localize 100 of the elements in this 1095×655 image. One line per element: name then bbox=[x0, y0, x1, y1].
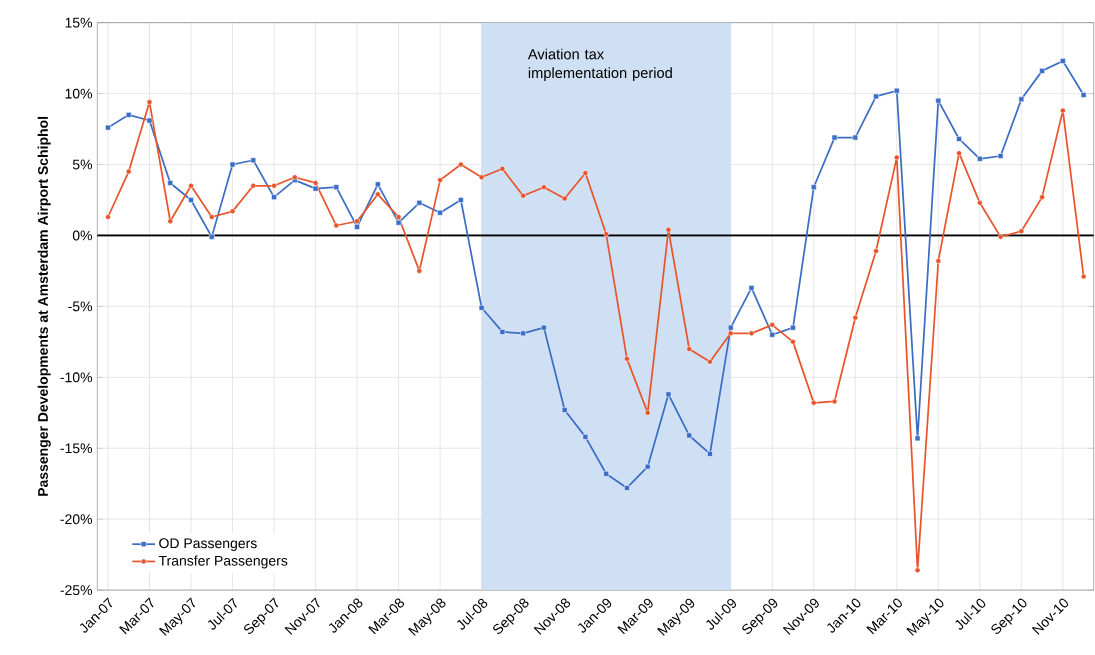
point bbox=[852, 314, 859, 321]
point bbox=[1060, 107, 1066, 114]
point bbox=[727, 324, 734, 331]
point bbox=[478, 174, 485, 180]
point bbox=[914, 435, 921, 441]
point bbox=[1039, 67, 1045, 74]
point bbox=[831, 134, 838, 141]
point bbox=[707, 358, 713, 365]
point bbox=[852, 134, 859, 141]
y-tick-label: 0% bbox=[72, 230, 93, 241]
point bbox=[312, 179, 319, 186]
point bbox=[208, 233, 215, 240]
point bbox=[561, 195, 568, 202]
y-tick-label: 5% bbox=[72, 159, 93, 170]
point bbox=[520, 330, 526, 336]
point bbox=[603, 231, 609, 237]
point bbox=[146, 117, 153, 124]
y-tick-label: 15% bbox=[65, 17, 93, 28]
point bbox=[125, 111, 132, 118]
point bbox=[914, 567, 921, 573]
point bbox=[375, 181, 381, 187]
point bbox=[956, 150, 962, 156]
point bbox=[229, 161, 236, 168]
point bbox=[624, 355, 630, 362]
point bbox=[416, 267, 423, 274]
legend-label: Transfer Passengers bbox=[158, 555, 288, 569]
point bbox=[810, 184, 817, 190]
point bbox=[997, 233, 1004, 240]
point bbox=[582, 433, 589, 440]
point bbox=[458, 161, 464, 168]
point bbox=[105, 124, 111, 131]
point bbox=[977, 199, 983, 206]
y-tick-label: -15% bbox=[60, 443, 93, 453]
point bbox=[354, 223, 360, 230]
point bbox=[644, 409, 651, 416]
point bbox=[312, 185, 319, 192]
point bbox=[831, 398, 838, 405]
point bbox=[1039, 194, 1045, 200]
point bbox=[395, 214, 402, 220]
point bbox=[582, 170, 589, 176]
point bbox=[665, 391, 672, 397]
point bbox=[935, 97, 942, 104]
point bbox=[810, 399, 817, 406]
point bbox=[499, 328, 506, 335]
y-tick-label: -25% bbox=[60, 584, 93, 595]
point bbox=[769, 321, 776, 328]
point bbox=[686, 345, 693, 352]
point bbox=[499, 165, 506, 172]
point bbox=[375, 191, 381, 197]
point bbox=[478, 304, 485, 311]
point bbox=[769, 331, 776, 338]
point bbox=[188, 196, 194, 203]
y-tick-label: -20% bbox=[60, 514, 93, 524]
point bbox=[997, 153, 1004, 159]
point bbox=[686, 432, 693, 439]
point bbox=[935, 257, 942, 264]
point bbox=[271, 194, 277, 200]
y-tick-label: -10% bbox=[60, 372, 93, 383]
point bbox=[395, 219, 402, 226]
point bbox=[644, 463, 651, 470]
point bbox=[250, 182, 257, 189]
point bbox=[271, 182, 277, 189]
point bbox=[624, 484, 630, 491]
point bbox=[188, 182, 194, 189]
point bbox=[167, 218, 174, 224]
point bbox=[167, 179, 174, 186]
point bbox=[541, 184, 547, 190]
point bbox=[125, 168, 132, 175]
point bbox=[873, 248, 879, 254]
point bbox=[354, 218, 360, 224]
point bbox=[707, 450, 713, 457]
point bbox=[727, 330, 734, 336]
point bbox=[229, 208, 236, 214]
point bbox=[105, 214, 111, 220]
point bbox=[437, 177, 443, 183]
point bbox=[894, 154, 900, 161]
point bbox=[665, 226, 672, 233]
point bbox=[894, 87, 900, 94]
point bbox=[561, 406, 568, 413]
point bbox=[790, 324, 796, 331]
legend-label: OD Passengers bbox=[159, 538, 257, 551]
point bbox=[208, 214, 215, 220]
point bbox=[437, 209, 443, 216]
point bbox=[1018, 96, 1025, 102]
y-axis-title: Passenger Developments at Amsterdam Airport Schiphol bbox=[37, 116, 51, 496]
band-label: Aviation tax implementation period bbox=[527, 48, 672, 81]
point bbox=[873, 93, 879, 100]
point bbox=[520, 192, 526, 199]
y-tick-label: -5% bbox=[68, 301, 93, 312]
point bbox=[1080, 92, 1087, 98]
point bbox=[977, 155, 983, 162]
point bbox=[956, 135, 962, 142]
point bbox=[541, 324, 547, 331]
point bbox=[790, 338, 796, 345]
point bbox=[416, 199, 423, 206]
point bbox=[748, 330, 755, 336]
point bbox=[1018, 228, 1025, 234]
point bbox=[603, 470, 609, 477]
point bbox=[333, 222, 340, 229]
point bbox=[250, 157, 257, 163]
